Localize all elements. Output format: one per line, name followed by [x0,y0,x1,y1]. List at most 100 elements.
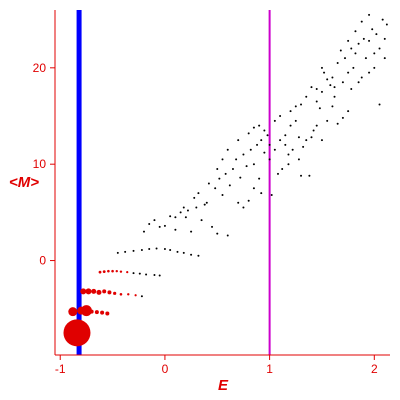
data-point [354,30,357,33]
data-point [132,249,135,252]
data-point [140,295,143,298]
data-point [195,206,198,209]
data-point [155,247,158,250]
data-point [256,143,259,146]
data-point [190,230,193,233]
data-point [312,129,315,132]
data-point [221,194,224,197]
data-point [145,273,148,276]
data-point [216,232,219,235]
data-point [263,151,266,154]
x-tick-label: 0 [162,362,169,376]
data-point [331,105,334,108]
data-point [113,291,117,295]
data-point [268,143,271,146]
data-point [211,225,214,228]
data-point [291,148,294,151]
data-point [100,310,105,315]
data-point [336,62,339,65]
data-point [77,306,86,315]
data-point [163,224,166,227]
data-point [235,158,238,161]
data-point [368,71,371,74]
data-point [224,172,227,175]
data-point [333,95,336,98]
data-point [289,110,292,113]
data-point [153,219,156,222]
data-point [341,116,344,119]
data-point [331,76,334,79]
data-point [184,216,187,219]
data-point [242,153,245,156]
data-point [207,182,210,185]
data-point [378,103,381,106]
data-point [343,57,346,60]
data-point [333,86,336,89]
data-point [247,132,250,135]
data-point [174,216,177,219]
data-point [107,269,110,273]
data-point [115,269,118,273]
data-point [138,272,141,275]
data-point [315,124,318,127]
data-point [111,269,114,273]
data-point [140,248,143,251]
data-point [300,174,303,177]
data-point [124,250,127,253]
data-point [360,20,363,23]
data-point [237,139,240,142]
data-point [89,309,94,314]
vertical-lines [76,10,271,355]
data-point [350,47,353,50]
data-point [385,23,388,26]
data-point [302,145,305,148]
data-point [252,187,255,190]
data-point [258,177,261,180]
data-point [186,209,189,212]
data-point [339,49,342,52]
data-point [323,71,326,74]
data-point [94,310,99,315]
data-point [315,88,318,91]
data-point [242,206,245,209]
data-point [263,129,266,132]
data-point [169,215,172,218]
data-point [91,288,97,294]
data-point [294,105,297,108]
data-point [284,143,287,146]
data-point [205,201,208,204]
data-point [107,290,112,295]
data-point [289,124,292,127]
data-point [221,158,224,161]
data-point [63,319,91,347]
data-point [98,270,102,274]
data-point [308,174,311,177]
data-point [360,76,363,79]
data-point [273,119,276,122]
data-point [362,37,365,40]
data-point [347,39,350,42]
data-point [176,250,179,253]
data-point [179,211,182,214]
data-point [347,71,350,74]
data-points [63,13,388,347]
data-point [148,247,151,250]
x-axis-label: E [218,377,229,394]
data-point [368,39,371,42]
data-point [297,136,300,139]
data-point [297,158,300,161]
data-point [305,139,308,142]
data-point [127,293,130,296]
data-point [153,274,156,277]
data-point [276,172,279,175]
data-point [68,307,78,317]
data-point [320,139,323,142]
data-point [200,219,203,222]
data-point [228,184,231,187]
y-tick-label: 20 [33,61,47,75]
data-point [226,148,229,151]
data-point [197,192,200,195]
data-point [80,288,87,295]
data-point [383,37,386,40]
